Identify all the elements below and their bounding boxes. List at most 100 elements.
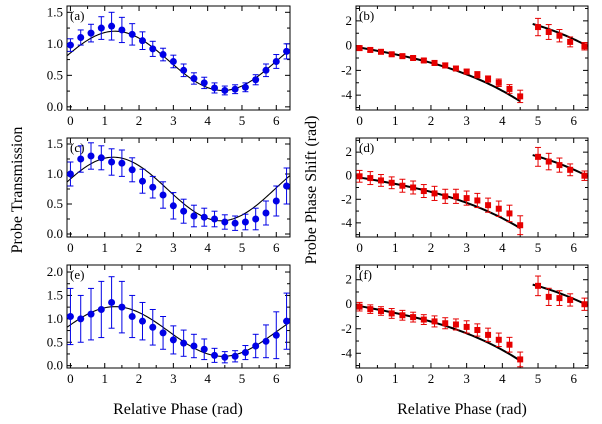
panel-label: (c) xyxy=(70,140,84,155)
panel-b: 0 1 2 3 4 5 6 -4 -2 0 2 (b) xyxy=(341,5,589,128)
data-point xyxy=(442,320,449,327)
data-point xyxy=(377,177,384,184)
data-point xyxy=(118,303,126,311)
data-point xyxy=(200,213,208,221)
x-tick-label: 1 xyxy=(392,240,399,255)
panel-label: (f) xyxy=(359,267,372,282)
x-tick-label: 4 xyxy=(204,371,211,386)
panel-label: (d) xyxy=(359,140,374,155)
data-point xyxy=(556,295,563,302)
data-point xyxy=(506,210,513,217)
fit-curve-left xyxy=(359,46,521,103)
x-tick-label: 0 xyxy=(356,113,363,128)
plot-frame xyxy=(66,5,291,111)
plot-frame xyxy=(355,5,589,111)
data-point xyxy=(252,215,260,223)
data-point xyxy=(241,83,249,91)
data-point xyxy=(388,310,395,317)
data-point xyxy=(159,191,167,199)
x-tick-label: 2 xyxy=(428,113,435,128)
data-point xyxy=(581,301,588,308)
data-point xyxy=(231,352,239,360)
data-point xyxy=(399,53,406,60)
data-point xyxy=(221,218,229,226)
plot-frame xyxy=(66,264,291,369)
panel-label: (e) xyxy=(70,267,84,282)
data-point xyxy=(485,202,492,209)
y-tick-label: 1.0 xyxy=(47,166,63,181)
data-point xyxy=(442,62,449,69)
x-tick-label: 3 xyxy=(463,240,470,255)
data-point xyxy=(356,173,363,180)
data-point xyxy=(252,342,260,350)
y-tick-label: 1.5 xyxy=(47,287,63,302)
data-point xyxy=(535,24,542,31)
x-tick-label: 3 xyxy=(170,371,177,386)
data-point xyxy=(272,197,280,205)
data-point xyxy=(138,37,146,45)
data-point xyxy=(97,154,105,162)
x-tick-label: 4 xyxy=(499,240,506,255)
data-point xyxy=(581,172,588,179)
data-point xyxy=(410,314,417,321)
data-point xyxy=(517,356,524,363)
data-point xyxy=(128,30,136,38)
data-point xyxy=(356,303,363,310)
data-point xyxy=(252,76,260,84)
data-point xyxy=(262,337,270,345)
x-tick-label: 0 xyxy=(67,371,74,386)
data-point xyxy=(474,197,481,204)
data-point xyxy=(506,85,513,92)
fit-curve-right xyxy=(532,283,589,307)
data-point xyxy=(474,326,481,333)
data-point xyxy=(485,76,492,83)
y-tick-label: 0.5 xyxy=(47,196,63,211)
data-point xyxy=(463,195,470,202)
data-point xyxy=(485,331,492,338)
x-tick-label: 2 xyxy=(136,240,143,255)
x-tick-label: 5 xyxy=(239,240,246,255)
data-point xyxy=(169,202,177,210)
x-tick-label: 5 xyxy=(239,371,246,386)
y-tick-label: -4 xyxy=(341,215,352,230)
data-point xyxy=(66,313,74,320)
y-tick-label: -4 xyxy=(341,345,352,360)
panel-d: 0 1 2 3 4 5 6 -4 -2 0 2 (d) xyxy=(341,137,589,255)
data-point xyxy=(556,162,563,169)
x-tick-label: 6 xyxy=(273,371,280,386)
x-tick-label: 1 xyxy=(392,371,399,386)
y-tick-label: 1.0 xyxy=(47,311,63,326)
data-point xyxy=(356,45,363,52)
data-point xyxy=(200,345,208,353)
data-point xyxy=(180,66,188,74)
y-tick-label: 0 xyxy=(346,296,353,311)
y-tick-label: 2 xyxy=(346,272,353,287)
panel-f: 0 1 2 3 4 5 6 -4 -2 0 2 (f) xyxy=(341,264,589,386)
plot-frame xyxy=(355,137,589,238)
data-point xyxy=(410,184,417,191)
data-point xyxy=(169,336,177,344)
data-point xyxy=(138,317,146,325)
data-point xyxy=(169,57,177,65)
y-tick-label: 2 xyxy=(346,144,353,159)
data-point xyxy=(128,313,136,320)
data-point xyxy=(495,79,502,86)
data-point xyxy=(452,321,459,328)
data-point xyxy=(190,212,198,220)
data-point xyxy=(241,218,249,226)
x-tick-label: 3 xyxy=(170,240,177,255)
data-point xyxy=(535,153,542,160)
data-point xyxy=(452,193,459,200)
data-point xyxy=(87,29,95,37)
data-point xyxy=(97,305,105,313)
data-point xyxy=(517,93,524,100)
data-point xyxy=(545,29,552,35)
panel-label: (a) xyxy=(70,8,84,23)
right-x-axis-title: Relative Phase (rad) xyxy=(397,401,527,418)
x-tick-label: 0 xyxy=(356,371,363,386)
data-point xyxy=(159,51,167,59)
data-point xyxy=(211,84,219,92)
x-tick-label: 5 xyxy=(535,371,542,386)
data-point xyxy=(118,26,126,34)
data-point xyxy=(149,323,157,331)
